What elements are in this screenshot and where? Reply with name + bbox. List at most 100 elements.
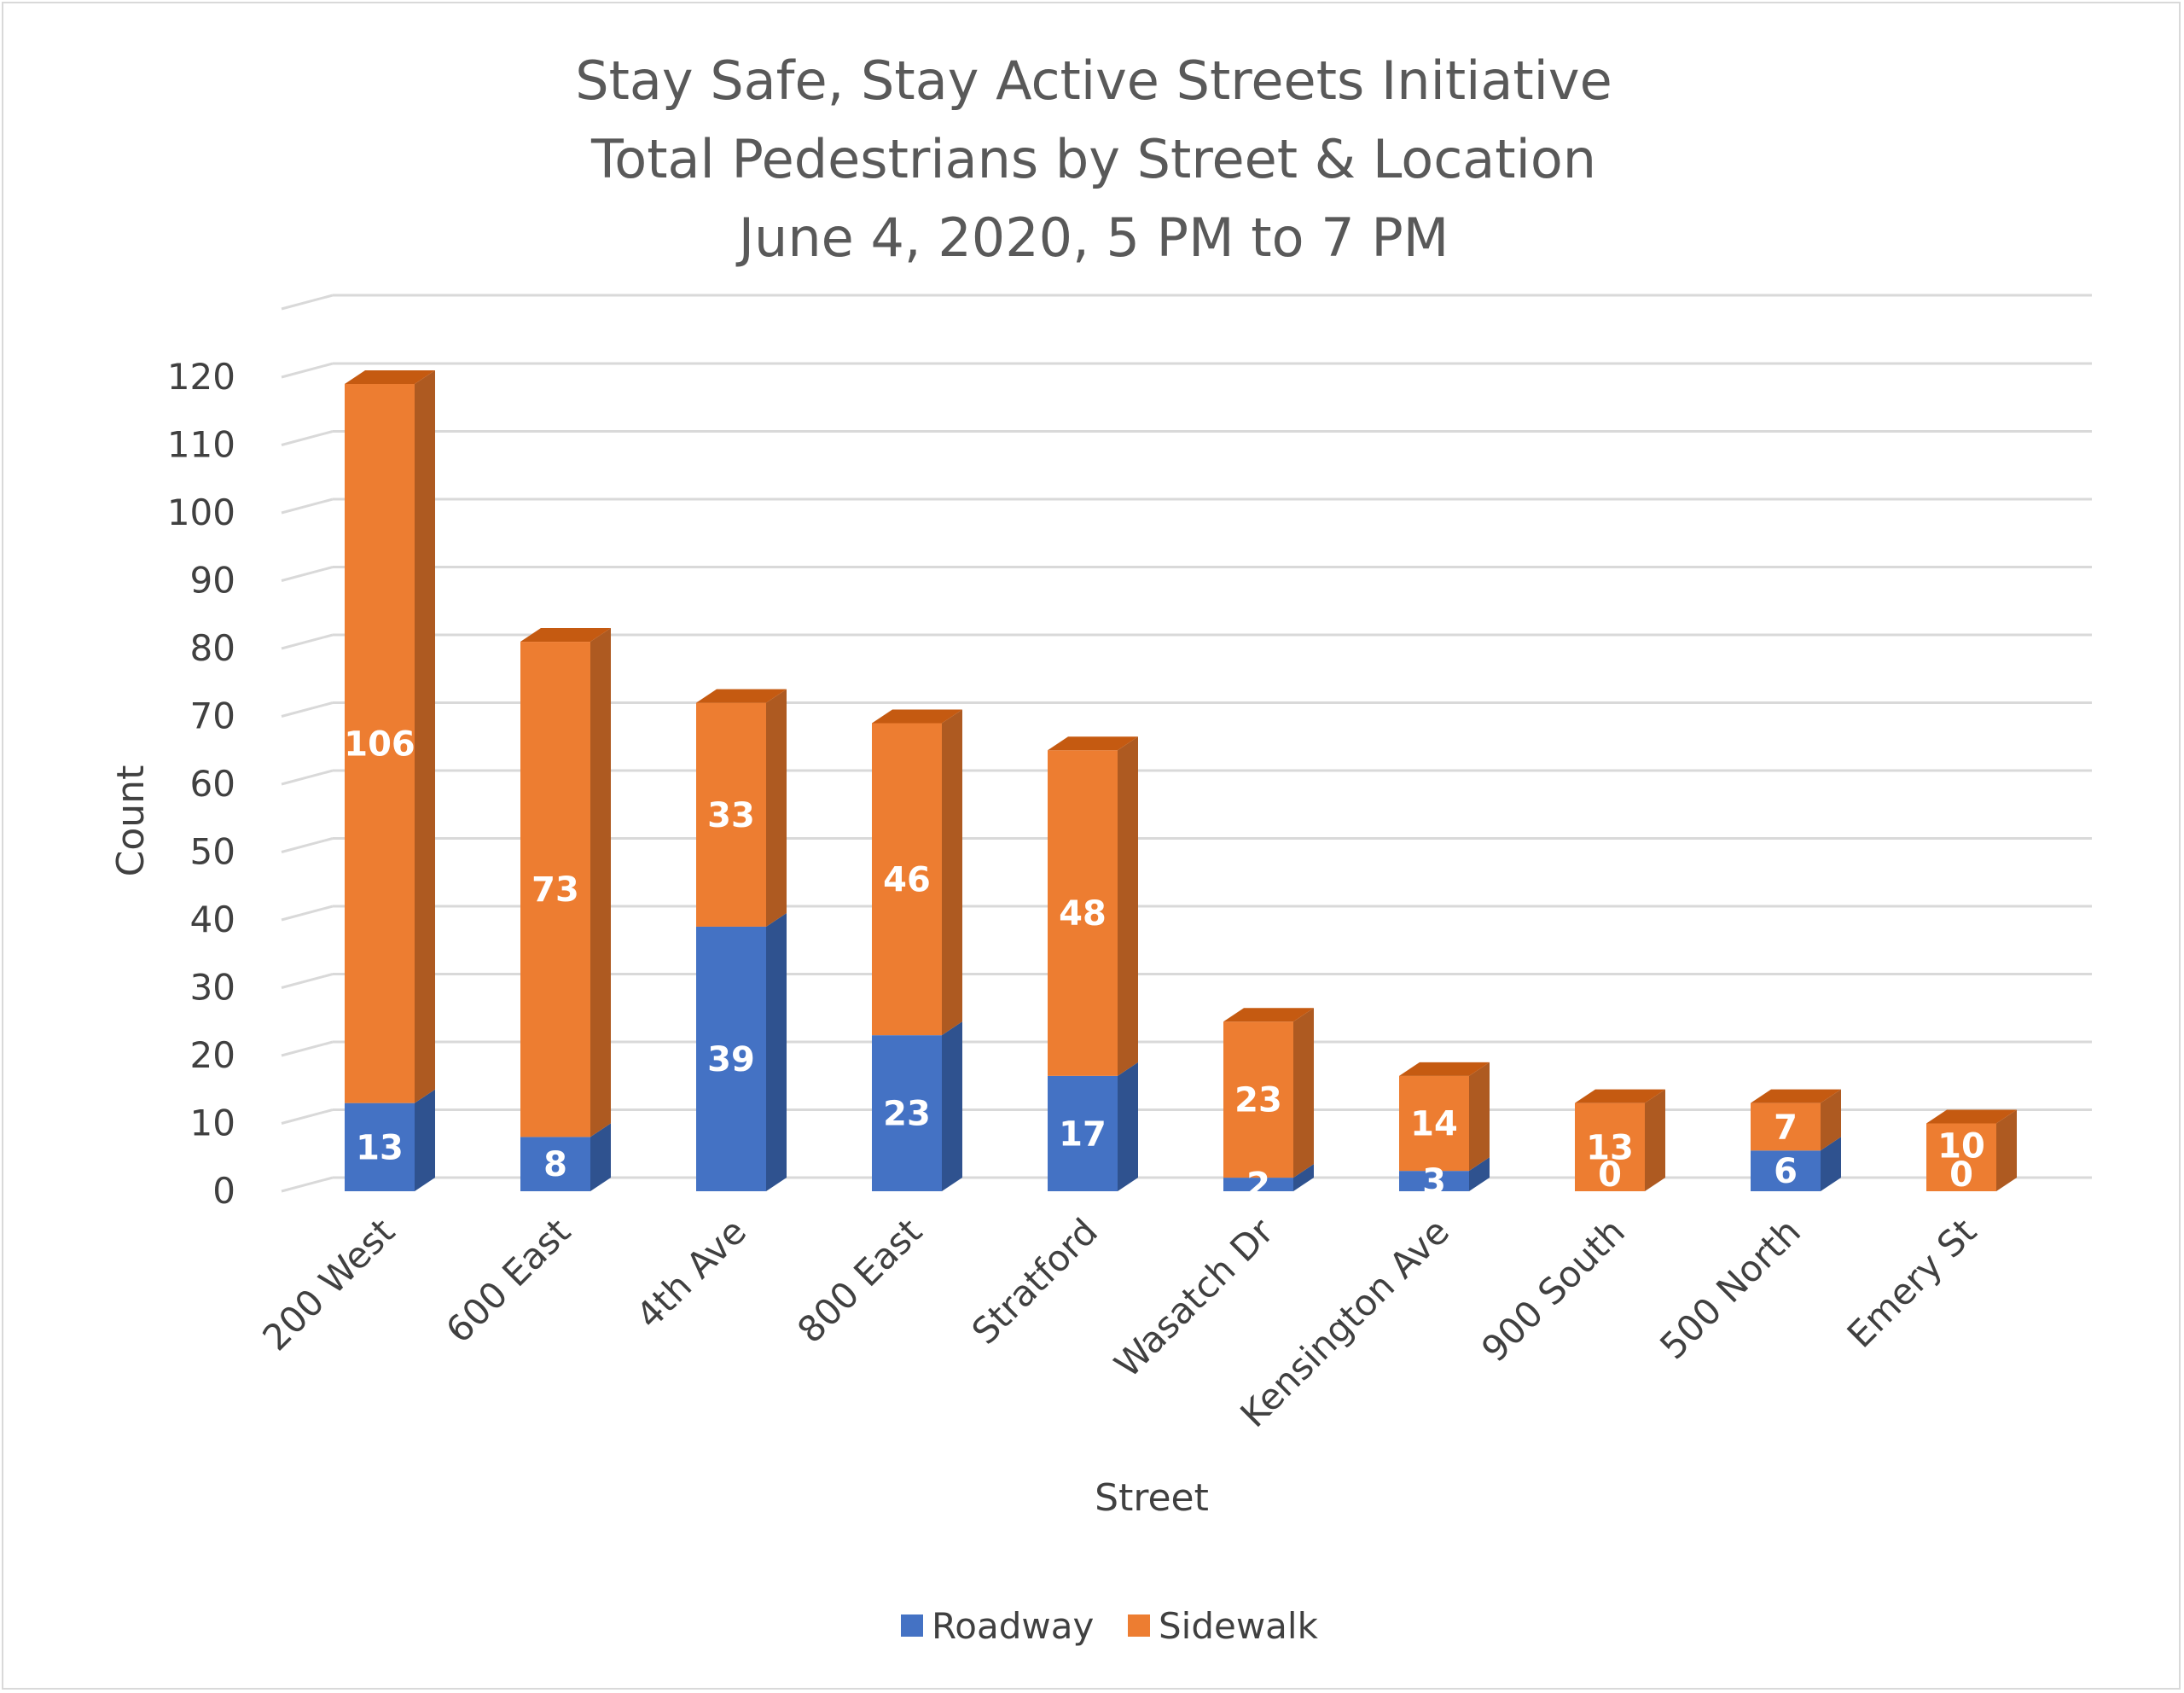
data-label-roadway-5: 2 — [1246, 1166, 1270, 1205]
bar-roadway-6 — [1399, 1171, 1469, 1191]
bar-sidewalk-5 — [1223, 1021, 1293, 1178]
data-label-sidewalk-8: 7 — [1774, 1108, 1798, 1147]
chart-title-line-3: June 4, 2020, 5 PM to 7 PM — [735, 207, 1449, 269]
bar-sidewalk-4 — [1048, 750, 1118, 1076]
bar-side-sidewalk-9 — [1996, 1109, 2017, 1191]
y-tick-label-20: 20 — [190, 1034, 235, 1076]
y-tick-label-50: 50 — [190, 831, 235, 873]
bar-side-roadway-3 — [942, 1021, 962, 1191]
data-label-roadway-4: 17 — [1059, 1114, 1107, 1154]
bar-roadway-0 — [345, 1102, 415, 1191]
data-label-sidewalk-1: 73 — [531, 870, 579, 910]
y-tick-label-110: 110 — [167, 424, 235, 466]
chart-title-line-1: Stay Safe, Stay Active Streets Initiativ… — [575, 49, 1612, 112]
data-label-roadway-8: 6 — [1774, 1152, 1798, 1191]
x-tick-label-1: 600 East — [438, 1210, 578, 1351]
bar-top-3 — [872, 709, 962, 724]
bar-sidewalk-8 — [1751, 1102, 1821, 1151]
gridline-diagonal-50 — [281, 837, 334, 853]
gridline-diagonal-80 — [281, 633, 334, 650]
bars — [345, 369, 2017, 1191]
gridline-diagonal-90 — [281, 566, 334, 582]
legend-label-roadway: Roadway — [932, 1605, 1094, 1647]
gridline-diagonal-30 — [281, 973, 334, 989]
data-label-sidewalk-0: 106 — [344, 724, 415, 764]
x-tick-label-7: 900 South — [1473, 1210, 1633, 1370]
legend-swatch-roadway — [901, 1614, 923, 1637]
bar-side-sidewalk-7 — [1645, 1089, 1665, 1191]
chart-title-line-2: Total Pedestrians by Street & Location — [590, 128, 1596, 190]
bar-sidewalk-9 — [1926, 1123, 1996, 1191]
y-axis-ticks: 0 10 20 30 40 50 60 70 80 90 100 110 120 — [167, 356, 235, 1212]
y-tick-label-100: 100 — [167, 492, 235, 533]
bar-sidewalk-0 — [345, 383, 415, 1103]
gridline-diagonal-0 — [281, 1176, 334, 1193]
data-label-roadway-0: 13 — [356, 1128, 404, 1167]
bar-sidewalk-6 — [1399, 1075, 1469, 1172]
chart-title: Stay Safe, Stay Active Streets Initiativ… — [575, 49, 1612, 269]
data-label-roadway-9: 0 — [1949, 1155, 1973, 1195]
x-tick-label-5: Wasatch Dr — [1107, 1210, 1282, 1386]
bar-side-sidewalk-8 — [1821, 1089, 1841, 1151]
bar-top-0 — [345, 369, 435, 384]
x-tick-label-2: 4th Ave — [628, 1210, 754, 1336]
bar-side-roadway-8 — [1821, 1137, 1841, 1191]
y-axis-title: Count — [109, 765, 153, 877]
gridlines — [281, 294, 2092, 1193]
data-label-roadway-1: 8 — [543, 1145, 567, 1184]
data-label-sidewalk-5: 23 — [1234, 1081, 1282, 1120]
bar-roadway-3 — [872, 1035, 942, 1191]
bar-side-sidewalk-3 — [942, 709, 962, 1036]
bar-sidewalk-7 — [1575, 1102, 1645, 1191]
gridline-diagonal-10 — [281, 1108, 334, 1125]
x-tick-label-3: 800 East — [789, 1210, 930, 1351]
bar-side-roadway-6 — [1469, 1157, 1490, 1191]
bar-top-8 — [1751, 1089, 1841, 1103]
x-tick-label-8: 500 North — [1652, 1210, 1809, 1367]
bar-roadway-5 — [1223, 1178, 1293, 1191]
data-label-roadway-6: 3 — [1422, 1162, 1446, 1201]
x-tick-label-4: Stratford — [964, 1210, 1106, 1352]
bar-roadway-2 — [696, 926, 766, 1191]
bar-sidewalk-1 — [520, 642, 590, 1137]
y-tick-label-90: 90 — [190, 560, 235, 602]
bar-top-2 — [696, 689, 787, 703]
y-tick-label-40: 40 — [190, 899, 235, 940]
bar-side-sidewalk-6 — [1469, 1062, 1490, 1172]
x-tick-label-9: Emery St — [1839, 1210, 1984, 1355]
y-tick-label-30: 30 — [190, 967, 235, 1009]
data-label-sidewalk-6: 14 — [1410, 1105, 1458, 1144]
bar-side-roadway-0 — [415, 1089, 435, 1191]
data-label-roadway-2: 39 — [707, 1040, 755, 1079]
bar-side-sidewalk-0 — [415, 369, 435, 1103]
y-tick-label-80: 80 — [190, 627, 235, 669]
x-axis-ticks: 200 West 600 East 4th Ave 800 East Stratford… — [254, 1210, 1984, 1435]
y-tick-label-70: 70 — [190, 695, 235, 737]
legend: Roadway Sidewalk — [901, 1605, 1319, 1647]
data-label-sidewalk-9: 10 — [1937, 1127, 1985, 1166]
gridline-top-diagonal — [281, 294, 334, 311]
y-tick-label-0: 0 — [212, 1170, 235, 1212]
bar-side-roadway-2 — [766, 912, 787, 1191]
legend-label-sidewalk: Sidewalk — [1159, 1605, 1319, 1647]
bar-roadway-1 — [520, 1137, 590, 1191]
bar-side-sidewalk-5 — [1293, 1008, 1314, 1178]
y-tick-label-120: 120 — [167, 356, 235, 398]
x-tick-label-0: 200 West — [254, 1210, 403, 1358]
bar-roadway-8 — [1751, 1150, 1821, 1191]
data-label-roadway-3: 23 — [883, 1095, 931, 1134]
gridline-diagonal-120 — [281, 362, 334, 379]
data-label-sidewalk-3: 46 — [883, 860, 931, 899]
gridline-diagonal-70 — [281, 701, 334, 718]
chart-svg: Stay Safe, Stay Active Streets Initiativ… — [109, 49, 2092, 1647]
data-label-roadway-7: 0 — [1598, 1155, 1622, 1195]
bar-top-7 — [1575, 1089, 1665, 1103]
y-tick-label-60: 60 — [190, 763, 235, 805]
bar-top-1 — [520, 628, 611, 643]
gridline-diagonal-110 — [281, 430, 334, 446]
bar-sidewalk-3 — [872, 723, 942, 1036]
bar-top-9 — [1926, 1109, 2017, 1124]
x-axis-title: Street — [1095, 1476, 1209, 1520]
